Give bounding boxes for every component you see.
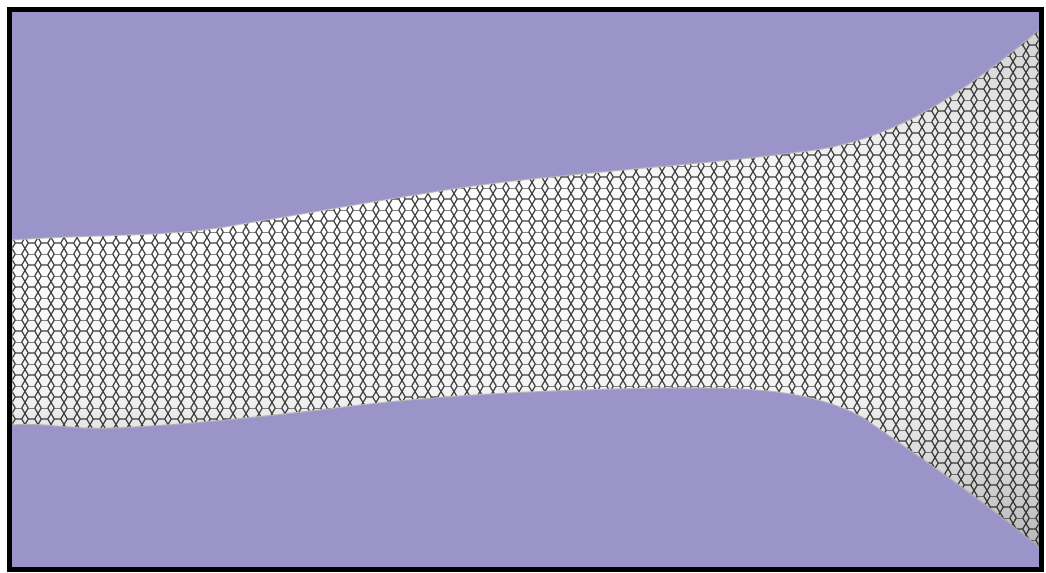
viewport-frame [7, 7, 1044, 572]
tube-shading-overlay [12, 30, 1039, 547]
render-canvas [12, 12, 1039, 567]
